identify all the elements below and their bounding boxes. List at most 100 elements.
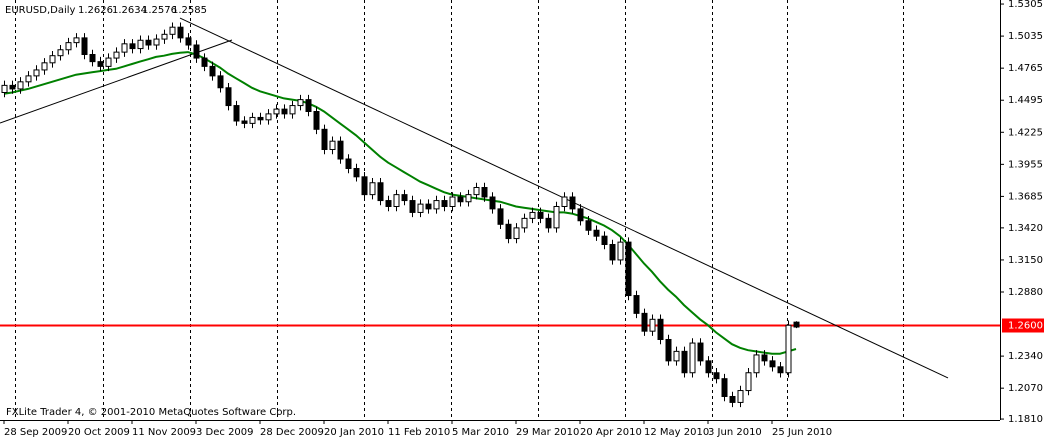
candle-body <box>33 69 40 77</box>
candle-body <box>601 235 608 245</box>
candle-body <box>209 65 216 77</box>
candle-body <box>465 194 472 203</box>
chart-title: EURUSD,Daily <box>5 5 76 16</box>
candle-body <box>145 39 152 46</box>
candle-body <box>473 186 480 196</box>
candle-body <box>569 196 576 210</box>
candle-body <box>793 321 800 328</box>
candle-body <box>497 208 504 225</box>
candle-body <box>641 312 648 332</box>
candle-body <box>729 395 736 403</box>
candle-body <box>337 140 344 160</box>
candle-body <box>537 211 544 219</box>
candle-body <box>633 295 640 314</box>
candle-body <box>185 37 192 46</box>
candle-body <box>241 120 248 124</box>
candle-body <box>721 378 728 397</box>
candle-body <box>585 220 592 231</box>
x-tick-label: 11 Nov 2009 <box>132 427 196 438</box>
candle-body <box>769 360 776 368</box>
candle-body <box>433 200 440 210</box>
x-tick-label: 5 Mar 2010 <box>452 427 509 438</box>
candle-body <box>617 241 624 261</box>
candle-body <box>249 116 256 124</box>
y-tick-label: 1.4765 <box>1008 63 1043 74</box>
candle-body <box>681 350 688 374</box>
candle-body <box>105 57 112 67</box>
candle-body <box>113 51 120 59</box>
y-tick-label: 1.4225 <box>1008 127 1043 138</box>
candle-body <box>737 390 744 403</box>
candle-body <box>97 61 104 67</box>
candle-body <box>785 324 792 374</box>
candle-body <box>505 223 512 240</box>
x-tick-label: 11 Feb 2010 <box>388 427 450 438</box>
candle-body <box>689 342 696 374</box>
header-close: 1.2585 <box>172 5 207 16</box>
candle-body <box>177 26 184 39</box>
x-tick-label: 28 Sep 2009 <box>4 427 67 438</box>
candle-body <box>65 42 72 51</box>
candle-body <box>161 33 168 40</box>
y-tick-label: 1.5035 <box>1008 31 1043 42</box>
candle-body <box>25 75 32 83</box>
candle-body <box>329 140 336 150</box>
candle-body <box>657 318 664 340</box>
candle-body <box>9 84 16 90</box>
candle-body <box>73 37 80 44</box>
candle-body <box>137 39 144 50</box>
x-tick-label: 20 Jan 2010 <box>324 427 384 438</box>
candle-body <box>441 200 448 207</box>
x-tick-label: 25 Jun 2010 <box>772 427 832 438</box>
candle-body <box>273 108 280 115</box>
candle-body <box>417 203 424 213</box>
candle-body <box>217 75 224 89</box>
candle-body <box>409 200 416 213</box>
candle-body <box>81 37 88 56</box>
x-tick-label: 29 Mar 2010 <box>516 427 579 438</box>
moving-average <box>3 51 797 355</box>
candle-body <box>609 243 616 261</box>
y-tick-label: 1.3420 <box>1008 223 1043 234</box>
candle-body <box>561 196 568 207</box>
candle-body <box>545 217 552 229</box>
header-low: 1.2576 <box>142 5 177 16</box>
candle-body <box>777 366 784 374</box>
candle-body <box>225 87 232 107</box>
candle-body <box>649 318 656 332</box>
x-tick-label: 20 Apr 2010 <box>580 427 642 438</box>
candle-body <box>593 229 600 237</box>
candle-body <box>625 241 632 297</box>
y-tick-label: 1.3955 <box>1008 159 1043 170</box>
candle-body <box>153 38 160 46</box>
candle-body <box>393 194 400 207</box>
y-tick-label: 1.3685 <box>1008 191 1043 202</box>
candle-body <box>761 354 768 362</box>
candle-body <box>57 49 64 57</box>
y-tick-label: 1.2070 <box>1008 383 1043 394</box>
candle-body <box>321 128 328 150</box>
candle-body <box>705 360 712 374</box>
x-tick-label: 20 Oct 2009 <box>68 427 130 438</box>
candle-body <box>369 182 376 196</box>
candle-body <box>17 81 24 90</box>
candle-body <box>201 57 208 67</box>
candle-body <box>281 108 288 115</box>
candle-body <box>193 44 200 59</box>
candle-body <box>49 55 56 64</box>
y-tick-label: 1.2880 <box>1008 287 1043 298</box>
candle-body <box>305 99 312 113</box>
candle-body <box>169 26 176 35</box>
candle-body <box>289 105 296 115</box>
candle-body <box>697 342 704 362</box>
candle-body <box>425 203 432 210</box>
candle-body <box>361 176 368 196</box>
candle-body <box>297 99 304 107</box>
candle-body <box>529 211 536 219</box>
candle-body <box>1 84 8 94</box>
candle-body <box>265 113 272 121</box>
candle-body <box>121 43 128 53</box>
candle-body <box>521 217 528 229</box>
y-tick-label: 1.1810 <box>1008 414 1043 425</box>
